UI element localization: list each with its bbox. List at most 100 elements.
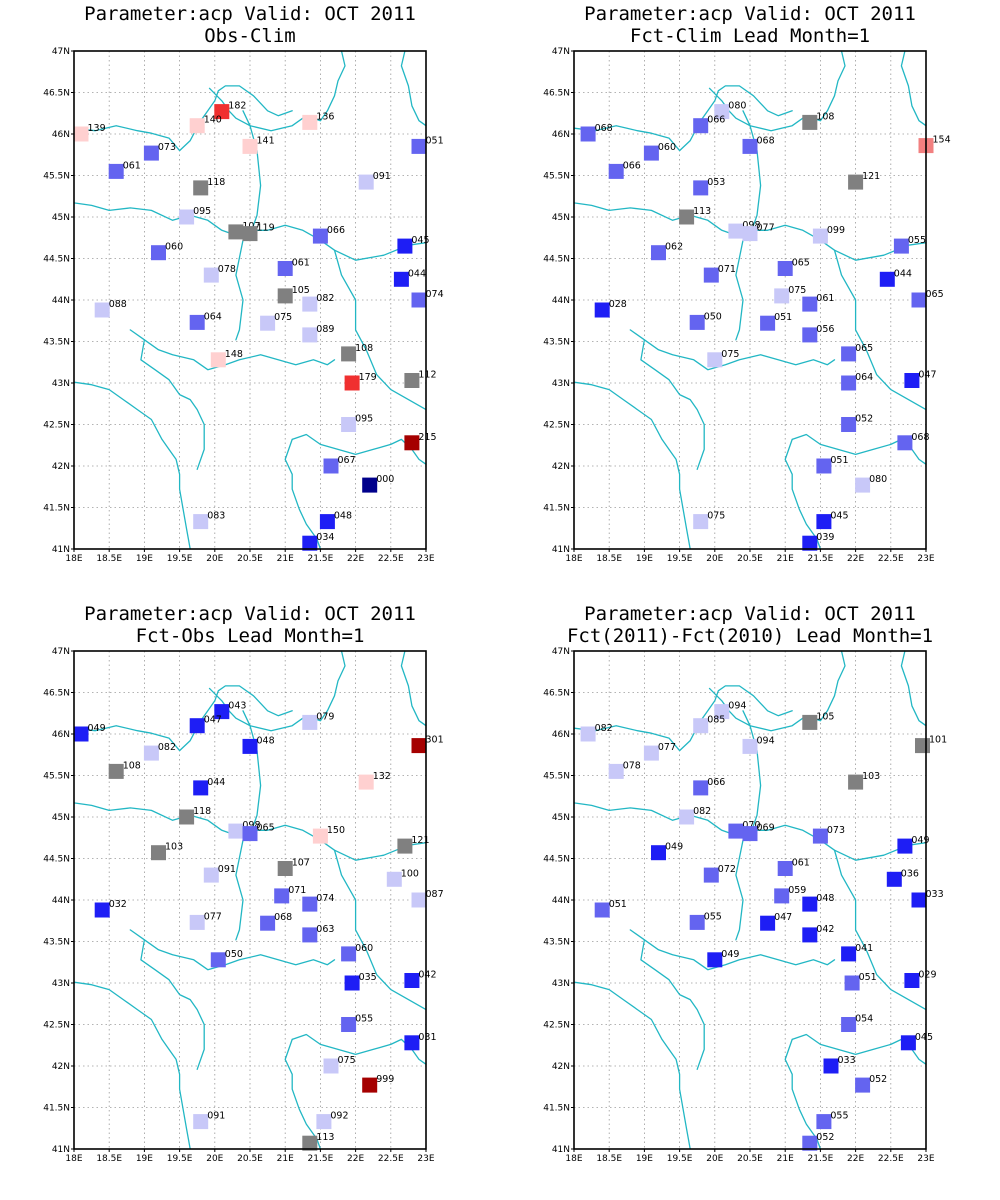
x-tick-label: 19E bbox=[636, 1154, 653, 1164]
station-value-label: 036 bbox=[901, 868, 919, 879]
coastline-path bbox=[833, 849, 927, 1011]
station-marker bbox=[228, 823, 244, 839]
y-tick-label: 42N bbox=[52, 462, 70, 472]
y-tick-label: 41.5N bbox=[543, 504, 570, 514]
x-tick-label: 23E bbox=[917, 1154, 934, 1164]
station-value-label: 071 bbox=[718, 264, 736, 275]
x-tick-label: 18E bbox=[565, 554, 582, 564]
x-tick-label: 21E bbox=[277, 1154, 294, 1164]
coastline-path bbox=[900, 650, 927, 727]
station-marker bbox=[679, 809, 695, 825]
station-value-label: 077 bbox=[757, 223, 775, 234]
y-tick-label: 42N bbox=[552, 1062, 570, 1072]
x-tick-label: 19.5E bbox=[167, 554, 193, 564]
station-marker bbox=[189, 914, 205, 930]
station-value-label: 047 bbox=[774, 912, 792, 923]
station-marker bbox=[802, 327, 818, 343]
y-tick-label: 41N bbox=[52, 1145, 70, 1155]
station-value-label: 095 bbox=[355, 414, 373, 425]
station-marker bbox=[693, 514, 709, 530]
station-marker bbox=[841, 1017, 857, 1032]
station-marker bbox=[277, 861, 293, 876]
station-marker bbox=[812, 228, 828, 244]
coastline-path bbox=[573, 981, 691, 1150]
coastline-path bbox=[573, 685, 793, 752]
station-marker bbox=[260, 915, 276, 931]
panel-title-line1: Parameter:acp Valid: OCT 2011 bbox=[584, 3, 916, 25]
station-marker bbox=[277, 288, 293, 304]
station-value-label: 052 bbox=[869, 1074, 887, 1085]
station-value-label: 060 bbox=[355, 943, 373, 954]
station-marker bbox=[777, 261, 793, 276]
x-tick-label: 22E bbox=[347, 554, 364, 564]
station-value-label: 105 bbox=[292, 285, 310, 296]
station-marker bbox=[302, 896, 318, 912]
station-value-label: 060 bbox=[658, 142, 676, 153]
coastline-path bbox=[573, 85, 793, 152]
station-marker bbox=[742, 826, 758, 842]
station-value-label: 050 bbox=[704, 311, 722, 322]
station-marker bbox=[260, 315, 276, 331]
coastline-path bbox=[333, 849, 427, 1011]
station-marker bbox=[411, 292, 427, 308]
station-marker bbox=[679, 209, 695, 225]
station-value-label: 088 bbox=[109, 299, 127, 310]
coastline-path bbox=[208, 50, 346, 132]
coastline-path bbox=[129, 329, 205, 470]
station-marker bbox=[242, 226, 258, 242]
station-value-label: 105 bbox=[816, 711, 834, 722]
coastline-path bbox=[629, 929, 705, 1070]
station-marker bbox=[108, 763, 124, 779]
station-marker bbox=[341, 946, 357, 962]
station-marker bbox=[897, 435, 913, 451]
station-value-label: 071 bbox=[288, 885, 306, 896]
station-value-label: 087 bbox=[426, 889, 444, 900]
coastline-path bbox=[235, 239, 244, 341]
station-marker bbox=[608, 763, 624, 779]
station-value-label: 121 bbox=[862, 171, 880, 182]
station-value-label: 061 bbox=[292, 258, 310, 269]
station-marker bbox=[911, 892, 927, 908]
x-tick-label: 20.5E bbox=[737, 1154, 763, 1164]
station-marker bbox=[214, 104, 230, 120]
station-marker bbox=[302, 114, 318, 130]
x-tick-label: 19E bbox=[636, 554, 653, 564]
y-tick-label: 41.5N bbox=[43, 504, 70, 514]
x-tick-label: 23E bbox=[917, 554, 934, 564]
y-tick-label: 44.5N bbox=[43, 855, 70, 865]
station-value-label: 033 bbox=[838, 1055, 856, 1066]
y-tick-label: 47N bbox=[52, 647, 70, 657]
station-marker bbox=[742, 226, 758, 242]
station-value-label: 070 bbox=[742, 820, 760, 831]
station-marker bbox=[411, 138, 427, 154]
coastline-path bbox=[643, 339, 836, 371]
coastline-path bbox=[643, 939, 836, 971]
station-value-label: 051 bbox=[426, 135, 444, 146]
station-marker bbox=[841, 346, 857, 362]
station-value-label: 082 bbox=[158, 742, 176, 753]
station-value-label: 044 bbox=[408, 268, 426, 279]
y-tick-label: 41.5N bbox=[43, 1104, 70, 1114]
station-value-label: 042 bbox=[418, 970, 436, 981]
station-marker bbox=[802, 535, 818, 551]
station-marker bbox=[404, 1035, 420, 1051]
y-tick-label: 42.5N bbox=[43, 421, 70, 431]
station-marker bbox=[714, 704, 730, 720]
station-marker bbox=[341, 346, 357, 362]
y-tick-label: 45.5N bbox=[43, 172, 70, 182]
station-marker bbox=[143, 145, 159, 161]
station-value-label: 053 bbox=[707, 177, 725, 188]
y-tick-label: 44N bbox=[52, 896, 70, 906]
station-marker bbox=[689, 914, 705, 930]
station-value-label: 054 bbox=[855, 1014, 873, 1025]
station-value-label: 140 bbox=[204, 115, 222, 126]
station-value-label: 066 bbox=[707, 115, 725, 126]
station-marker bbox=[302, 927, 318, 943]
station-value-label: 068 bbox=[757, 135, 775, 146]
station-marker bbox=[886, 871, 902, 887]
station-value-label: 041 bbox=[855, 943, 873, 954]
station-marker bbox=[242, 826, 258, 842]
station-value-label: 048 bbox=[334, 511, 352, 522]
station-marker bbox=[855, 1077, 871, 1093]
